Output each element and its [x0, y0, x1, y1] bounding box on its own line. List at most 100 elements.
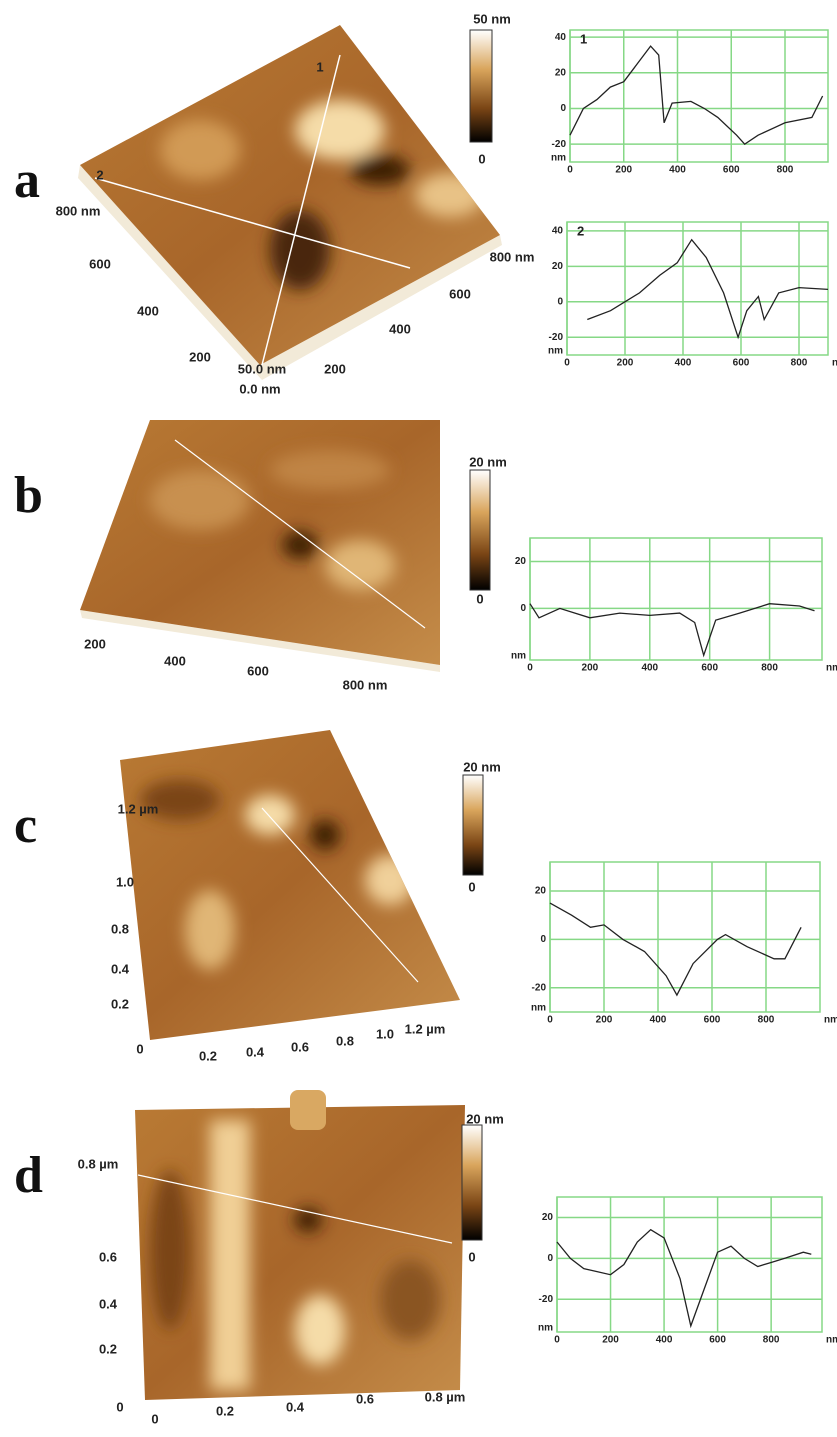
x-tick-label: 0	[564, 358, 570, 369]
panel-label: a	[14, 152, 40, 209]
x-tick-label: 400	[669, 165, 686, 176]
axis-label: 50.0 nm	[238, 361, 286, 376]
axis-label: 0.6	[99, 1249, 117, 1264]
x-tick-label: 200	[596, 1015, 613, 1026]
afm-image	[80, 420, 491, 672]
y-tick-label: 20	[535, 886, 547, 897]
axis-label: 0	[136, 1041, 143, 1056]
y-unit: nm	[511, 651, 526, 662]
y-tick-label: 20	[515, 556, 527, 567]
y-unit: nm	[551, 153, 566, 164]
y-tick-label: 40	[552, 226, 564, 237]
x-tick-label: 400	[641, 663, 658, 674]
x-tick-label: 800	[763, 1335, 780, 1346]
profile-line	[587, 238, 829, 340]
axis-label: 1.0	[376, 1026, 394, 1041]
colorbar-label: 20 nm	[466, 1111, 504, 1126]
afm-image	[135, 1090, 483, 1400]
x-unit: nm	[826, 1335, 837, 1346]
y-tick-label: 40	[555, 32, 567, 43]
afm-image	[120, 730, 484, 1040]
axis-label: 0.4	[111, 961, 130, 976]
x-tick-label: 600	[701, 663, 718, 674]
x-tick-label: 0	[554, 1335, 560, 1346]
y-tick-label: 0	[560, 103, 566, 114]
panel-label: d	[14, 1147, 43, 1204]
axis-label: 0.4	[286, 1399, 305, 1414]
plot-frame	[529, 537, 823, 661]
x-tick-label: 200	[602, 1335, 619, 1346]
x-tick-label: 800	[777, 165, 794, 176]
axis-label: 0.8 µm	[78, 1156, 119, 1171]
x-tick-label: 0	[527, 663, 533, 674]
axis-label: 800 nm	[56, 203, 101, 218]
axis-label: 800 nm	[490, 249, 535, 264]
y-tick-label: 20	[552, 261, 564, 272]
plot-frame	[549, 861, 821, 1013]
y-tick-label: 20	[555, 67, 567, 78]
x-tick-label: 400	[675, 358, 692, 369]
x-tick-label: 600	[733, 358, 750, 369]
panel-label: c	[14, 797, 37, 854]
axis-label: 400	[137, 303, 159, 318]
axis-label: 200	[189, 349, 211, 364]
x-unit: nm	[832, 358, 837, 369]
x-tick-label: 200	[582, 663, 599, 674]
x-unit: nm	[824, 1015, 837, 1026]
y-tick-label: 0	[547, 1253, 553, 1264]
axis-label: 0.0 nm	[239, 381, 280, 396]
x-tick-label: 200	[615, 165, 632, 176]
axis-label: 1.2 µm	[118, 801, 159, 816]
axis-label: 2	[96, 167, 103, 182]
x-tick-label: 800	[791, 358, 808, 369]
axis-label: 200	[324, 361, 346, 376]
axis-label: 600	[89, 256, 111, 271]
y-unit: nm	[538, 1323, 553, 1334]
axis-label: 0.2	[111, 996, 129, 1011]
y-tick-label: -20	[549, 332, 564, 343]
axis-label: 1.0	[116, 874, 134, 889]
axis-label: 200	[84, 636, 106, 651]
axis-label: 0.6	[356, 1391, 374, 1406]
x-tick-label: 400	[650, 1015, 667, 1026]
axis-label: 0.4	[99, 1296, 118, 1311]
axis-label: 1	[316, 59, 323, 74]
y-unit: nm	[548, 346, 563, 357]
x-tick-label: 200	[617, 358, 634, 369]
axis-label: 400	[389, 321, 411, 336]
y-unit: nm	[531, 1003, 546, 1014]
axis-label: 800 nm	[343, 677, 388, 692]
y-tick-label: -20	[552, 139, 567, 150]
y-tick-label: 0	[520, 603, 526, 614]
y-tick-label: 0	[540, 934, 546, 945]
x-tick-label: 0	[547, 1015, 553, 1026]
profile-line	[569, 45, 824, 146]
y-tick-label: -20	[539, 1294, 554, 1305]
x-tick-label: 800	[761, 663, 778, 674]
chart-title: 1	[580, 31, 587, 46]
axis-label: 400	[164, 653, 186, 668]
axis-label: 0	[116, 1399, 123, 1414]
x-tick-label: 800	[758, 1015, 775, 1026]
axis-label: 0.2	[99, 1341, 117, 1356]
x-tick-label: 0	[567, 165, 573, 176]
profile-line	[529, 603, 815, 658]
colorbar-label: 0	[468, 1249, 475, 1264]
y-tick-label: -20	[532, 982, 547, 993]
chart-title: 2	[577, 223, 584, 238]
axis-label: 0.8	[111, 921, 129, 936]
x-tick-label: 400	[656, 1335, 673, 1346]
axis-label: 600	[247, 663, 269, 678]
axis-label: 1.2 µm	[405, 1021, 446, 1036]
axis-label: 0.6	[291, 1039, 309, 1054]
profile-line	[549, 902, 802, 997]
x-tick-label: 600	[723, 165, 740, 176]
colorbar-label: 0	[478, 151, 485, 166]
colorbar-label: 20 nm	[469, 454, 507, 469]
axis-label: 0.8 µm	[425, 1389, 466, 1404]
axis-label: 0	[151, 1411, 158, 1426]
afm-image	[78, 25, 502, 380]
y-tick-label: 0	[557, 296, 563, 307]
